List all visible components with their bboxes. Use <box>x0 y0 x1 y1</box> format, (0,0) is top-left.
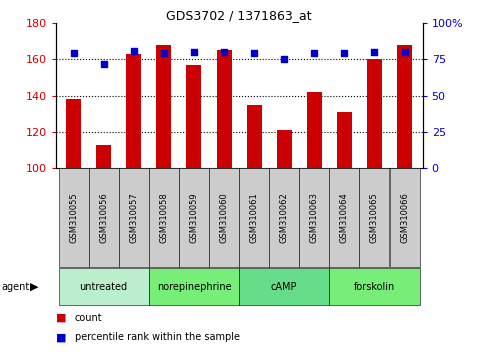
Bar <box>58 268 149 306</box>
Point <box>341 51 348 56</box>
Text: GSM310059: GSM310059 <box>189 192 199 243</box>
Bar <box>269 168 299 267</box>
Bar <box>119 168 149 267</box>
Bar <box>299 168 329 267</box>
Bar <box>216 50 231 168</box>
Point <box>220 49 228 55</box>
Bar <box>89 168 119 267</box>
Bar <box>186 65 201 168</box>
Point <box>280 56 288 62</box>
Bar <box>239 168 269 267</box>
Text: GSM310056: GSM310056 <box>99 192 108 243</box>
Text: GSM310058: GSM310058 <box>159 192 169 243</box>
Text: norepinephrine: norepinephrine <box>156 282 231 292</box>
Text: ▶: ▶ <box>30 282 39 292</box>
Text: forskolin: forskolin <box>354 282 395 292</box>
Bar <box>277 130 292 168</box>
Text: count: count <box>75 313 102 323</box>
Bar <box>359 168 389 267</box>
Text: GSM310064: GSM310064 <box>340 192 349 243</box>
Bar <box>329 268 420 306</box>
Bar <box>179 168 209 267</box>
Bar <box>367 59 382 168</box>
Text: GSM310062: GSM310062 <box>280 192 289 243</box>
Bar <box>307 92 322 168</box>
Bar <box>390 168 420 267</box>
Point <box>250 51 258 56</box>
Bar <box>96 144 111 168</box>
Text: percentile rank within the sample: percentile rank within the sample <box>75 332 240 342</box>
Text: ■: ■ <box>56 313 66 323</box>
Bar <box>209 168 239 267</box>
Text: GSM310065: GSM310065 <box>370 192 379 243</box>
Title: GDS3702 / 1371863_at: GDS3702 / 1371863_at <box>166 9 312 22</box>
Text: agent: agent <box>1 282 29 292</box>
Bar <box>156 45 171 168</box>
Text: GSM310055: GSM310055 <box>69 192 78 243</box>
Point <box>370 49 378 55</box>
Bar <box>247 105 262 168</box>
Bar <box>149 168 179 267</box>
Text: untreated: untreated <box>80 282 128 292</box>
Bar <box>126 54 142 168</box>
Bar <box>66 99 81 168</box>
Bar <box>397 45 412 168</box>
Text: GSM310057: GSM310057 <box>129 192 138 243</box>
Text: GSM310061: GSM310061 <box>250 192 258 243</box>
Point <box>160 51 168 56</box>
Text: GSM310060: GSM310060 <box>220 192 228 243</box>
Text: GSM310063: GSM310063 <box>310 192 319 243</box>
Bar <box>149 268 239 306</box>
Bar <box>58 168 88 267</box>
Bar <box>337 112 352 168</box>
Text: GSM310066: GSM310066 <box>400 192 409 243</box>
Text: cAMP: cAMP <box>271 282 298 292</box>
Bar <box>329 168 359 267</box>
Point <box>100 61 108 67</box>
Text: ■: ■ <box>56 332 66 342</box>
Point <box>70 51 77 56</box>
Point <box>130 48 138 53</box>
Point <box>311 51 318 56</box>
Bar <box>239 268 329 306</box>
Point <box>190 49 198 55</box>
Point <box>401 49 409 55</box>
